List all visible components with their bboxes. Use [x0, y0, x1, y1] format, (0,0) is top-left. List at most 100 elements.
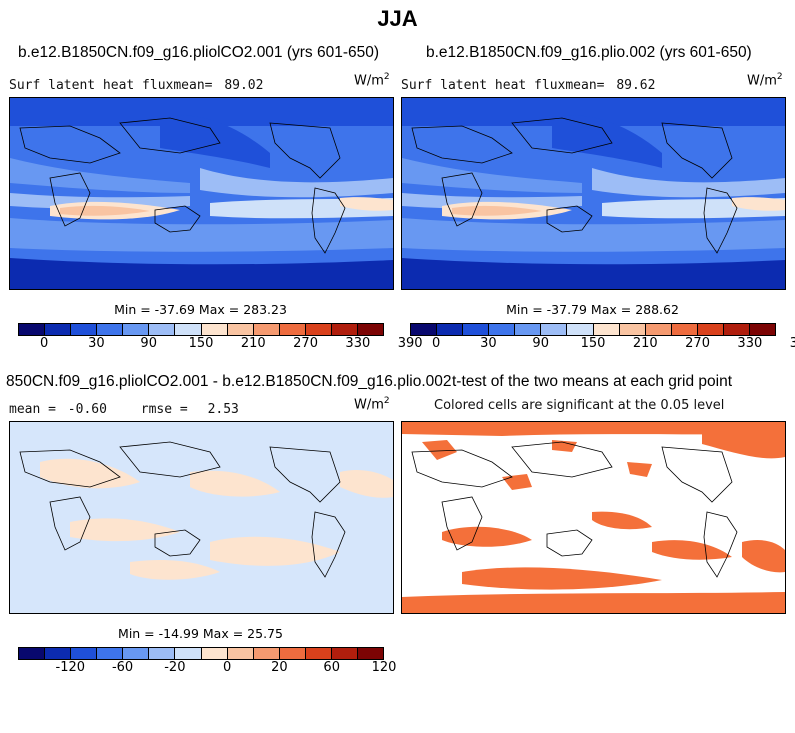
colorbar-swatch: [331, 648, 359, 659]
map-bottom-left: [9, 421, 394, 614]
colorbar-tick-label: 150: [580, 336, 606, 351]
mean-label: mean =: [9, 402, 56, 417]
colorbar-swatch: [253, 324, 280, 335]
colorbar-tick-label: 0: [40, 336, 49, 351]
colorbar-swatch: [279, 648, 306, 659]
colorbar-swatch: [437, 324, 464, 335]
colorbar-swatch: [97, 648, 124, 659]
colorbar-tick-label: 0: [223, 660, 232, 675]
colorbar-swatch: [19, 648, 46, 659]
colorbar-swatch: [71, 324, 98, 335]
panel-title-bottom-left: 850CN.f09_g16.pliolCO2.001 - b.e12.B1850…: [6, 373, 452, 390]
colorbar-tick-label: 90: [532, 336, 549, 351]
colorbar-tick-label: 120: [371, 660, 397, 675]
units-top-left: W/m2: [354, 72, 390, 89]
colorbar-swatch: [541, 324, 568, 335]
colorbar-swatch: [463, 324, 490, 335]
colorbar-tick-label: 270: [685, 336, 710, 351]
colorbar-bottom-left: -120 -60 -20 0 20 60 120: [18, 647, 397, 676]
colorbar-swatch: [175, 324, 202, 335]
colorbar-tick-label: 270: [293, 336, 318, 351]
minmax-top-right: Min = -37.79 Max = 288.62: [506, 302, 679, 317]
colorbar-swatch: [123, 324, 150, 335]
colorbar-swatches: [410, 323, 776, 336]
colorbar-tick-label: 390: [789, 336, 795, 351]
colorbar-swatch: [201, 324, 228, 335]
colorbar-swatch: [593, 324, 620, 335]
latent-heat-field-map: [402, 98, 785, 289]
colorbar-tick-label: 60: [323, 660, 340, 675]
rmse-label: rmse =: [140, 402, 188, 417]
colorbar-tick-label: -120: [55, 660, 86, 675]
panel-title-top-right: b.e12.B1850CN.f09_g16.plio.002 (yrs 601-…: [426, 44, 752, 61]
colorbar-tick-label: 210: [632, 336, 658, 351]
colorbar-swatch: [19, 324, 46, 335]
mean-value: 89.02: [224, 78, 264, 93]
variable-name: Surf latent heat fluxmean=: [9, 78, 213, 93]
colorbar-tick-label: 330: [345, 336, 371, 351]
figure-title: JJA: [377, 6, 418, 31]
colorbar-swatch: [619, 324, 646, 335]
colorbar-tick-label: 20: [271, 660, 288, 675]
panel-subtitle-bottom-right: Colored cells are significant at the 0.0…: [434, 398, 725, 413]
map-bottom-right: [401, 421, 786, 614]
colorbar-tick-label: 30: [480, 336, 497, 351]
variable-label-top-left: Surf latent heat fluxmean= 89.02: [9, 78, 263, 93]
significance-map: [402, 422, 785, 613]
mean-value: 89.62: [616, 78, 656, 93]
colorbar-swatch: [750, 324, 776, 335]
colorbar-swatch: [671, 324, 698, 335]
colorbar-swatches: [18, 647, 384, 660]
colorbar-tick-label: 330: [737, 336, 763, 351]
colorbar-swatch: [358, 324, 384, 335]
map-top-right: [401, 97, 786, 290]
panel-title-bottom-right: t-test of the two means at each grid poi…: [452, 373, 733, 390]
colorbar-swatch: [71, 648, 98, 659]
units-top-right: W/m2: [747, 72, 783, 89]
difference-field-map: [10, 422, 393, 613]
latent-heat-field-map: [10, 98, 393, 289]
colorbar-swatch: [279, 324, 306, 335]
colorbar-swatch: [149, 648, 176, 659]
colorbar-top-right: 0 30 90 150 210 270 330 390: [410, 323, 795, 352]
colorbar-ticks: -120 -60 -20 0 20 60 120: [18, 660, 397, 676]
rmse-value: 2.53: [207, 402, 239, 417]
colorbar-tick-label: -60: [111, 660, 134, 675]
colorbar-swatch: [175, 648, 202, 659]
mean-value: -0.60: [67, 402, 107, 417]
colorbar-swatch: [227, 648, 254, 659]
units-bottom-left: W/m2: [354, 396, 390, 413]
colorbar-ticks: 0 30 90 150 210 270 330 390: [410, 336, 795, 352]
colorbar-swatch: [411, 324, 438, 335]
colorbar-swatch: [489, 324, 516, 335]
colorbar-swatch: [515, 324, 542, 335]
variable-label-top-right: Surf latent heat fluxmean= 89.62: [401, 78, 655, 93]
colorbar-swatch: [227, 324, 254, 335]
colorbar-tick-label: 30: [88, 336, 105, 351]
colorbar-tick-label: 390: [397, 336, 423, 351]
colorbar-swatch: [123, 648, 150, 659]
colorbar-swatch: [45, 648, 72, 659]
map-top-left: [9, 97, 394, 290]
colorbar-swatch: [45, 324, 72, 335]
colorbar-tick-label: 0: [432, 336, 441, 351]
minmax-bottom-left: Min = -14.99 Max = 25.75: [118, 626, 283, 641]
colorbar-swatch: [149, 324, 176, 335]
colorbar-swatch: [697, 324, 724, 335]
colorbar-tick-label: -20: [164, 660, 186, 675]
colorbar-swatch: [253, 648, 280, 659]
colorbar-swatch: [305, 324, 332, 335]
panel-title-top-left: b.e12.B1850CN.f09_g16.pliolCO2.001 (yrs …: [18, 44, 380, 61]
colorbar-swatch: [567, 324, 594, 335]
colorbar-swatch: [305, 648, 332, 659]
colorbar-tick-label: 210: [240, 336, 266, 351]
minmax-top-left: Min = -37.69 Max = 283.23: [114, 302, 287, 317]
variable-name: Surf latent heat fluxmean=: [401, 78, 605, 93]
stats-bottom-left: mean = -0.60 rmse = 2.53: [9, 402, 239, 417]
colorbar-swatch: [201, 648, 228, 659]
colorbar-swatch: [331, 324, 359, 335]
colorbar-swatch: [358, 648, 384, 659]
colorbar-tick-label: 150: [188, 336, 214, 351]
colorbar-top-left: 0 30 90 150 210 270 330 390: [18, 323, 423, 352]
colorbar-swatch: [97, 324, 124, 335]
